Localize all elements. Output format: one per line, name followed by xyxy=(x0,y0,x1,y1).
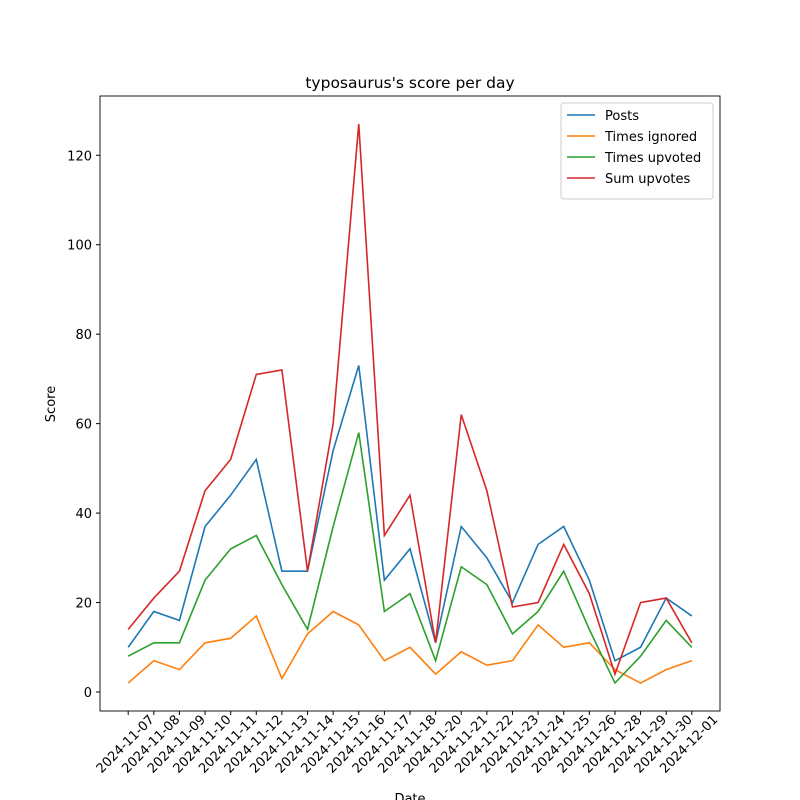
legend-label: Sum upvotes xyxy=(605,172,691,187)
legend-box xyxy=(560,102,714,200)
y-tick-label: 120 xyxy=(67,149,92,164)
plot-frame xyxy=(99,95,721,712)
y-tick-label: 60 xyxy=(75,418,92,433)
y-axis-label: Score xyxy=(44,386,59,422)
line-series xyxy=(127,610,693,684)
legend-label: Times upvoted xyxy=(604,151,701,166)
y-tick-label: 80 xyxy=(75,328,92,343)
legend-label: Posts xyxy=(605,109,639,124)
line-series xyxy=(127,432,693,685)
line-series xyxy=(127,123,693,677)
y-tick-label: 20 xyxy=(75,597,92,612)
legend-label: Times ignored xyxy=(604,130,697,145)
y-tick-label: 0 xyxy=(84,686,92,701)
line-series xyxy=(127,365,693,662)
y-tick-label: 100 xyxy=(67,239,92,254)
chart-title: typosaurus's score per day xyxy=(305,74,514,92)
y-tick-label: 40 xyxy=(75,507,92,522)
x-axis-label: Date xyxy=(394,792,425,800)
